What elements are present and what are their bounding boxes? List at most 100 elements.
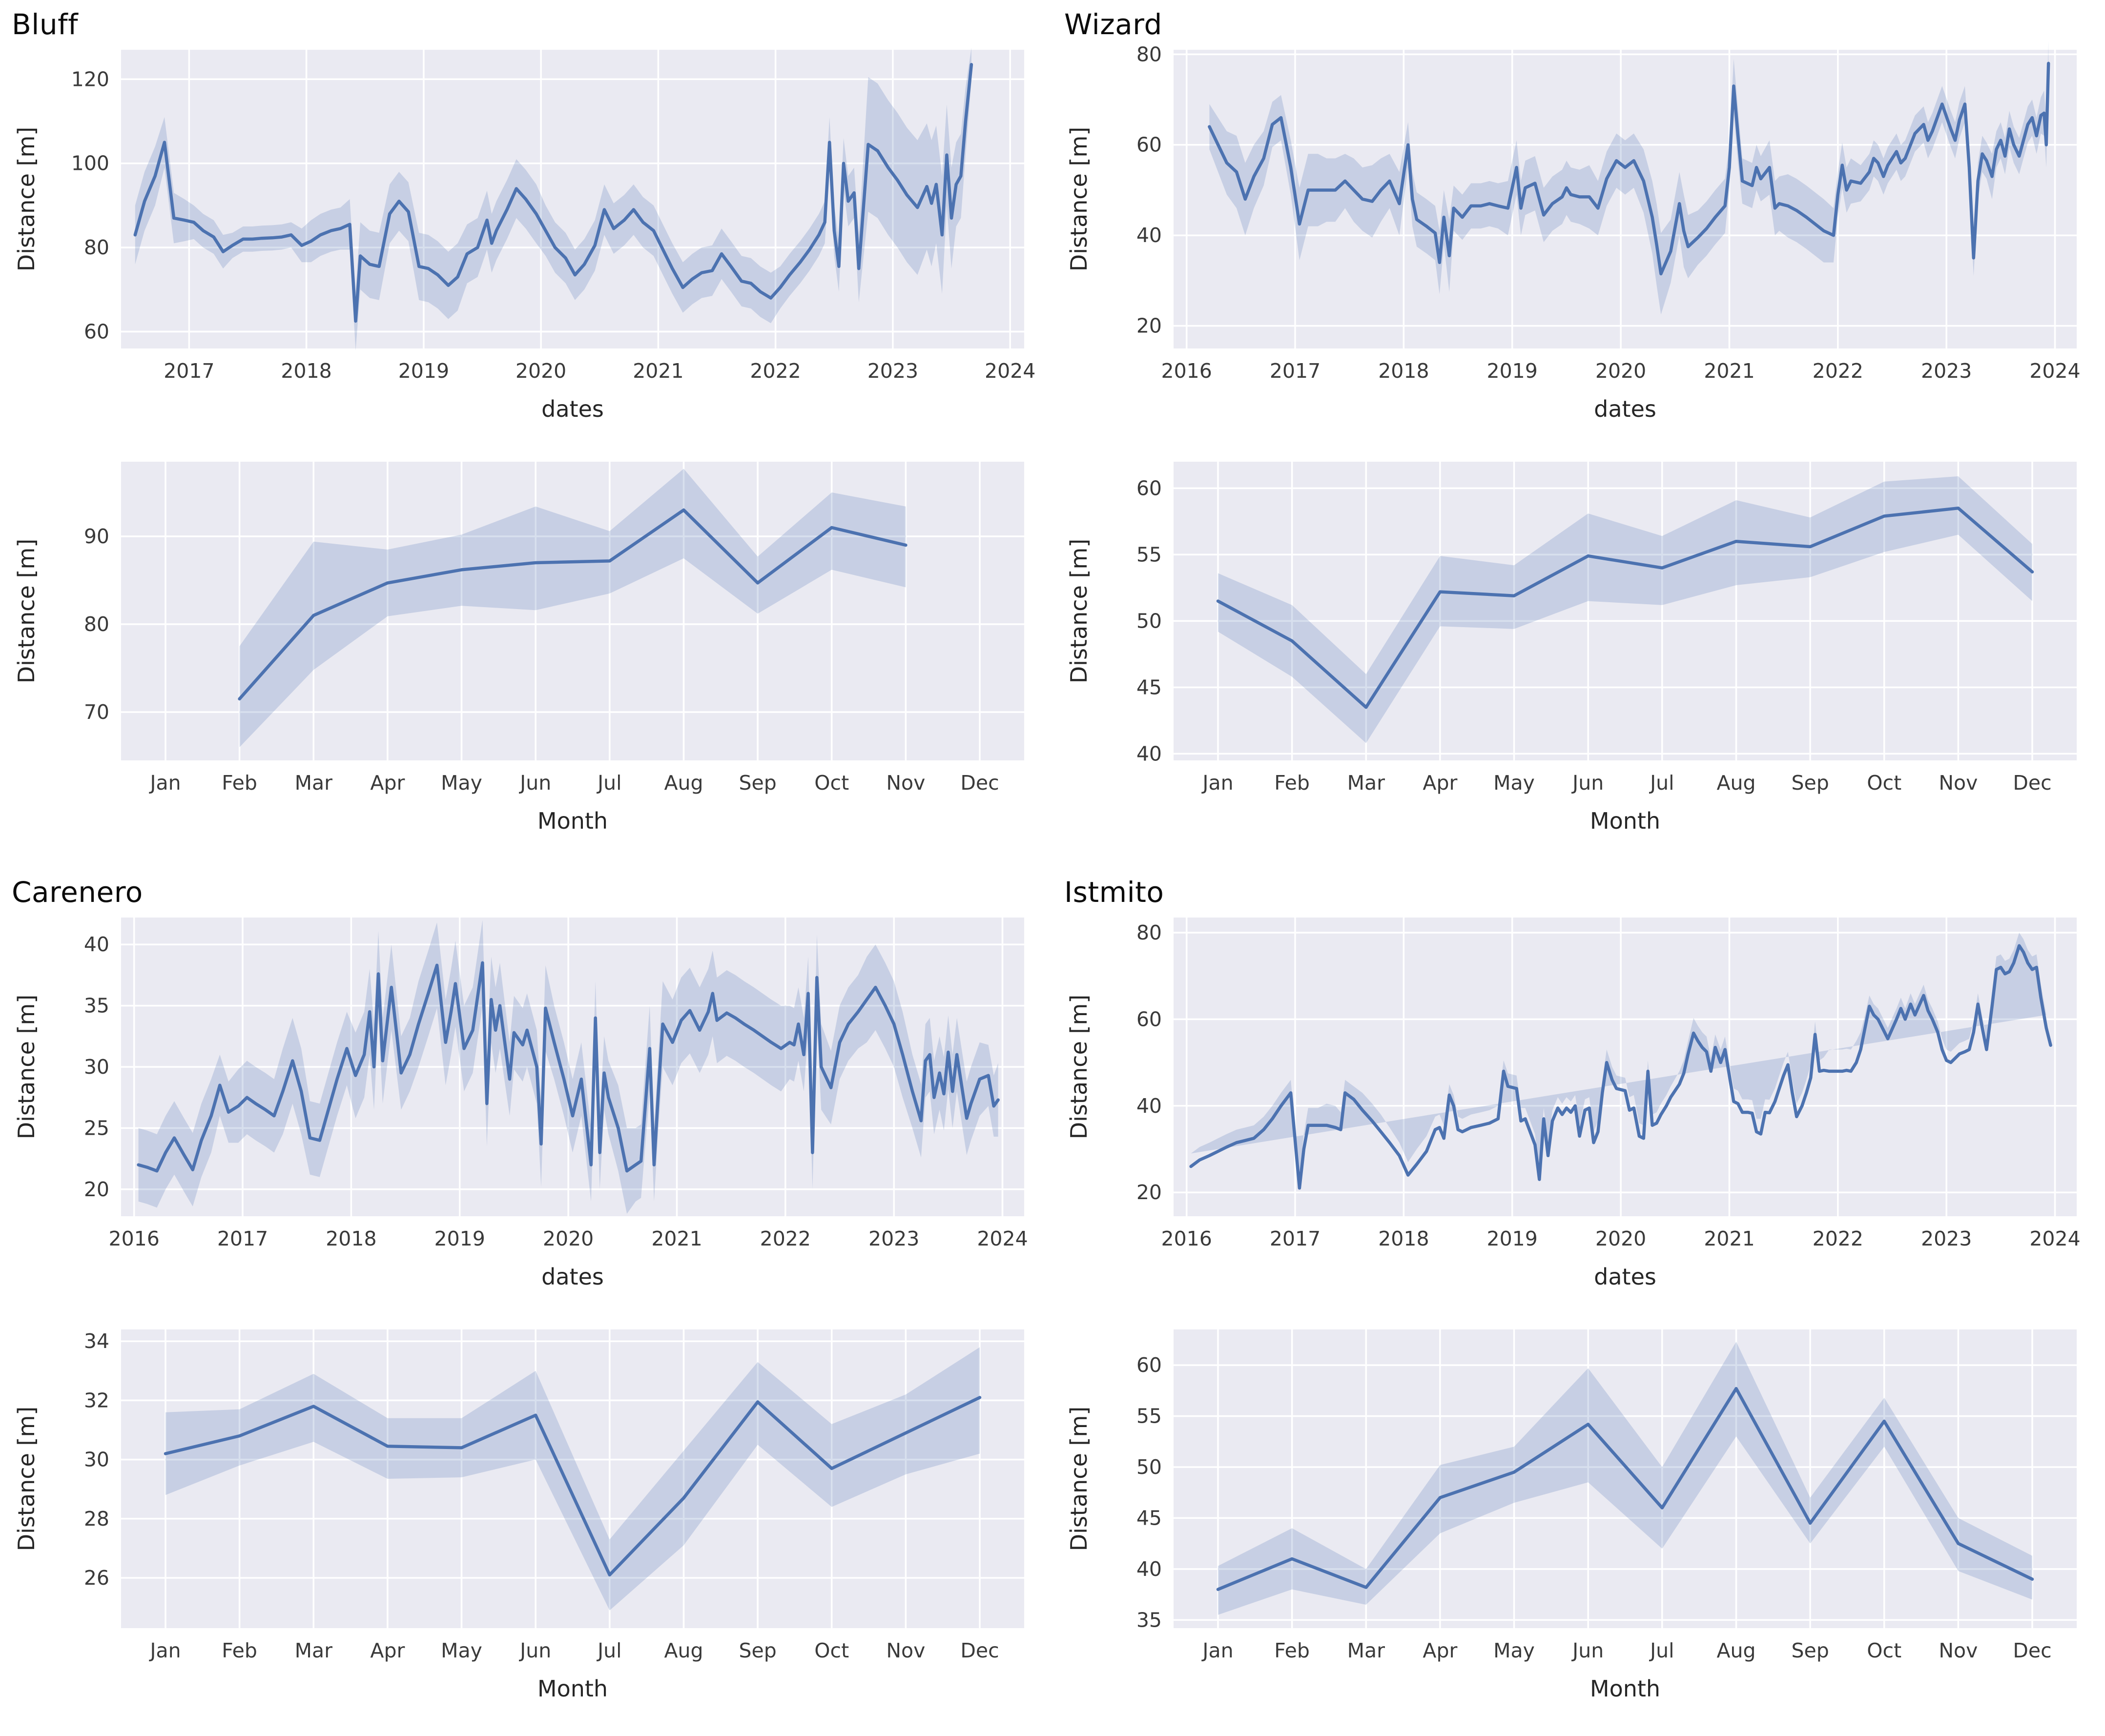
x-tick-label: 2018: [1378, 1227, 1429, 1250]
y-tick-label: 55: [1136, 543, 1162, 566]
x-tick-label: Feb: [1274, 771, 1310, 795]
x-tick-label: Dec: [960, 1639, 999, 1662]
istmito-month-chart: Jan Feb Mar Apr May Jun Jul Aug Sep Oct Nov Dec 35 40…: [1052, 1316, 2105, 1728]
x-tick-label: 2023: [867, 359, 918, 383]
y-tick-label: 20: [1136, 314, 1162, 338]
x-tick-label: Dec: [2013, 1639, 2051, 1662]
y-tick-label: 26: [84, 1566, 109, 1590]
x-tick-label: 2020: [1595, 359, 1646, 383]
x-tick-label: Nov: [886, 1639, 925, 1662]
wizard-month-chart: Jan Feb Mar Apr May Jun Jul Aug Sep Oct Nov Dec 40 45…: [1052, 448, 2105, 860]
x-tick-label: Aug: [1716, 1639, 1755, 1662]
y-tick-label: 35: [1136, 1608, 1162, 1632]
y-tick-label: 40: [1136, 742, 1162, 765]
x-axis-label: dates: [1594, 1264, 1656, 1290]
y-axis-label: Distance [m]: [13, 127, 40, 271]
x-tick-label: Apr: [1423, 1639, 1457, 1662]
x-axis-label: dates: [541, 396, 604, 422]
line-series: [1208, 61, 2050, 276]
x-tick-label: 2016: [1161, 359, 1212, 383]
y-tick-label: 100: [71, 152, 109, 175]
month-chart-svg: Jan Feb Mar Apr May Jun Jul Aug Sep Oct Nov Dec 40 45…: [1066, 462, 2077, 834]
x-tick-label: Oct: [814, 1639, 849, 1662]
panel-bluff: Bluff 2017 2018 2019 2020 2021 2022 2023 2024 60…: [0, 0, 1052, 868]
line-series: [1216, 1387, 2034, 1591]
panel-title-bluff: Bluff: [12, 8, 79, 41]
confidence-band: [239, 469, 906, 747]
x-tick-label: 2022: [750, 359, 801, 383]
x-tick-label: 2023: [1921, 359, 1972, 383]
y-axis-label: Distance [m]: [13, 539, 40, 683]
x-tick-label: Feb: [1274, 1639, 1310, 1662]
x-tick-label: Jan: [1201, 1639, 1233, 1662]
x-tick-label: 2017: [164, 359, 214, 383]
y-tick-label: 20: [1136, 1181, 1162, 1204]
x-tick-label: Jul: [1649, 1639, 1674, 1662]
x-tick-label: Feb: [222, 771, 257, 795]
y-tick-label: 40: [1136, 1094, 1162, 1118]
x-tick-label: Aug: [664, 771, 703, 795]
x-tick-label: 2017: [217, 1227, 268, 1250]
x-tick-label: Jul: [596, 1639, 621, 1662]
y-tick-label: 30: [84, 1448, 109, 1471]
x-tick-label: 2021: [633, 359, 683, 383]
x-tick-label: Sep: [739, 771, 776, 795]
x-tick-label: Oct: [1867, 1639, 1901, 1662]
istmito-dates-chart: 2016 2017 2018 2019 2020 2021 2022 2023 2024 20 40…: [1052, 904, 2105, 1316]
x-tick-label: 2024: [2029, 1227, 2080, 1250]
x-tick-label: Apr: [1423, 771, 1457, 795]
x-tick-label: Nov: [886, 771, 925, 795]
y-tick-label: 34: [84, 1329, 109, 1353]
x-tick-label: Mar: [1347, 1639, 1385, 1662]
y-tick-label: 50: [1136, 609, 1162, 633]
y-tick-label: 80: [1136, 42, 1162, 66]
line-series: [133, 62, 973, 323]
x-tick-label: 2023: [1921, 1227, 1972, 1250]
confidence-band: [1218, 476, 2032, 743]
y-axis-label: Distance [m]: [1066, 995, 1092, 1139]
y-tick-label: 60: [1136, 133, 1162, 157]
y-tick-label: 45: [1136, 1506, 1162, 1530]
x-tick-label: Sep: [739, 1639, 776, 1662]
dates-chart-svg: 2016 2017 2018 2019 2020 2021 2022 2023 20242025…: [13, 918, 1028, 1290]
x-axis-label: Month: [1590, 1675, 1660, 1702]
dates-chart-svg: 2016 2017 2018 2019 2020 2021 2022 2023 2024 20 40…: [1066, 41, 2081, 422]
y-tick-label: 20: [84, 1178, 109, 1201]
panel-wizard: Wizard 2016 2017 2018 2019 2020 2021 2022 2023 2…: [1052, 0, 2105, 868]
x-tick-label: 2016: [1161, 1227, 1212, 1250]
panel-title-istmito: Istmito: [1064, 876, 1164, 909]
line-series: [164, 1396, 982, 1577]
x-tick-label: Jun: [518, 771, 551, 795]
x-axis-label: Month: [537, 1675, 608, 1702]
x-axis-label: dates: [541, 1264, 604, 1290]
line-series: [1189, 944, 2052, 1190]
panel-title-carenero: Carenero: [12, 876, 143, 909]
x-tick-label: May: [441, 771, 482, 795]
x-tick-label: Jan: [148, 1639, 181, 1662]
y-tick-label: 40: [84, 933, 109, 956]
y-axis-label: Distance [m]: [1066, 127, 1092, 271]
x-tick-label: 2024: [977, 1227, 1028, 1250]
wizard-dates-chart: 2016 2017 2018 2019 2020 2021 2022 2023 2024 20 40…: [1052, 36, 2105, 448]
x-axis-label: Month: [537, 808, 608, 834]
line-series: [238, 508, 908, 701]
y-axis-label: Distance [m]: [13, 1407, 40, 1551]
confidence-band: [1218, 1342, 2032, 1615]
y-tick-label: 32: [84, 1389, 109, 1412]
y-tick-label: 120: [71, 67, 109, 91]
panel-title-wizard: Wizard: [1064, 8, 1162, 41]
x-tick-label: Nov: [1939, 771, 1978, 795]
x-tick-label: Dec: [960, 771, 999, 795]
plot-area: [1174, 1329, 2077, 1628]
x-tick-label: May: [441, 1639, 482, 1662]
y-tick-label: 40: [1136, 224, 1162, 247]
x-tick-label: 2019: [434, 1227, 485, 1250]
x-tick-label: 2018: [1378, 359, 1429, 383]
x-tick-label: Nov: [1939, 1639, 1978, 1662]
y-tick-label: 25: [84, 1116, 109, 1140]
x-tick-label: 2016: [109, 1227, 160, 1250]
x-tick-label: May: [1493, 1639, 1535, 1662]
x-tick-label: Jun: [1571, 1639, 1604, 1662]
y-tick-label: 45: [1136, 675, 1162, 699]
